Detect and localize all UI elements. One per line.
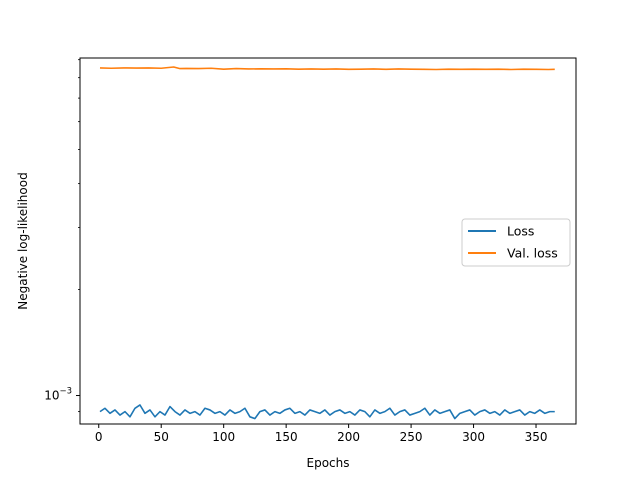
legend: Loss Val. loss <box>461 218 571 267</box>
plot-frame <box>79 57 577 425</box>
x-tick-label: 150 <box>275 430 298 444</box>
series-line-val-loss <box>99 66 555 71</box>
x-tick-label: 200 <box>337 430 360 444</box>
y-axis: 10−3 <box>44 59 80 413</box>
legend-label-val-loss: Val. loss <box>507 246 558 261</box>
x-axis: 0 50 100 150 200 250 300 350 <box>95 424 548 444</box>
x-tick-label: 0 <box>95 430 103 444</box>
series-line-loss <box>99 404 555 420</box>
x-axis-label: Epochs <box>307 456 350 470</box>
y-tick-label: 10−3 <box>44 387 72 403</box>
series-layer <box>99 66 555 420</box>
x-tick-label: 250 <box>400 430 423 444</box>
x-tick-label: 50 <box>154 430 169 444</box>
x-tick-label: 100 <box>212 430 235 444</box>
legend-label-loss: Loss <box>507 224 534 239</box>
x-tick-label: 300 <box>462 430 485 444</box>
y-axis-label: Negative log-likelihood <box>16 172 30 309</box>
x-tick-label: 350 <box>525 430 548 444</box>
